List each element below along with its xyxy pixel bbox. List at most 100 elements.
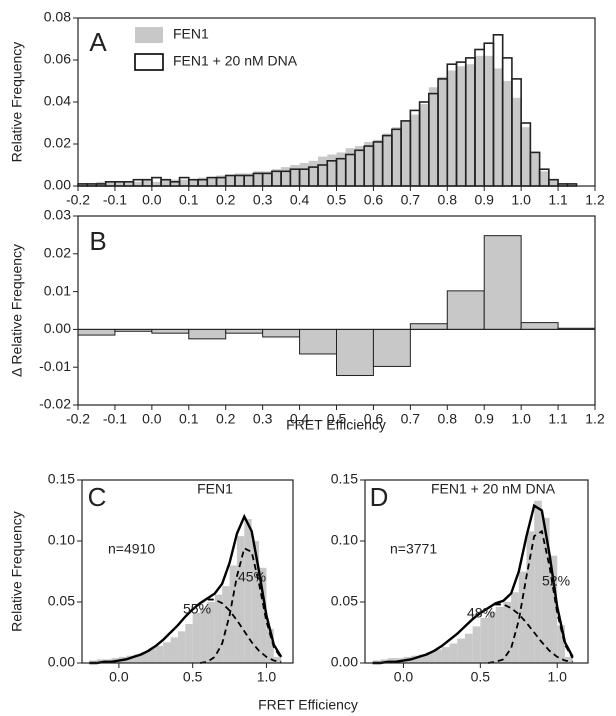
bar [354,146,365,186]
legend-label: FEN1 [173,26,209,42]
annotation: 55% [183,601,211,617]
bar [163,642,171,663]
bar [483,235,522,330]
bar [418,654,427,663]
plot-frame [81,479,294,664]
x-tick-label: 0.7 [401,192,421,208]
bar [262,171,272,186]
bar [177,631,186,663]
bar [446,290,485,330]
fit-line [89,598,282,664]
fit-line [199,547,282,664]
y-tick-label: 0.00 [44,177,71,193]
bar [308,160,319,186]
bar [488,611,496,663]
y-tick-label: 0.15 [48,471,75,487]
bar [148,648,156,663]
bar [567,183,577,186]
bar [539,171,549,186]
bar [251,541,260,663]
annotation: 45% [238,569,266,585]
fit-line [372,603,573,664]
bar [253,171,263,186]
panel-title: FEN1 [197,481,233,497]
annotation: 48% [467,605,495,621]
bar [225,328,264,334]
x-tick-label: 0.6 [364,192,384,208]
bar [299,162,309,186]
x-tick-label: 1.0 [257,669,277,685]
bar [151,181,162,186]
bar [409,323,448,330]
x-tick-label: 0.5 [327,192,347,208]
bar [401,120,411,186]
bar [266,628,274,663]
plot-frame [364,479,589,664]
y-tick-label: 0.05 [331,593,358,609]
bar [234,173,245,186]
bar [449,643,458,663]
bar [318,156,328,186]
bar [155,645,164,663]
bar [89,660,97,663]
x-tick-label: 1.0 [548,669,568,685]
bar [133,181,143,186]
bar [207,602,215,663]
y-tick-label: 0.03 [44,207,71,223]
legend-swatch [134,53,164,71]
y-axis-label: Relative Frequency [9,42,25,163]
bar [244,173,254,186]
bar [465,64,475,186]
bar [259,567,267,663]
bar [557,625,565,663]
bar [511,97,522,186]
y-axis-label: Δ Relative Frequency [9,244,25,377]
bar [464,633,473,663]
bar [410,114,420,186]
bar [434,649,442,663]
bar [457,638,465,663]
y-tick-label: 0.10 [331,532,358,548]
bar [426,652,435,663]
bar [503,602,512,663]
bar [222,586,230,663]
legend-label: FEN1 + 20 nM DNA [173,53,298,69]
x-tick-label: 0.2 [216,192,236,208]
bar [161,179,171,186]
annotation: n=4910 [108,541,155,557]
bar [495,606,504,663]
x-tick-label: 0.8 [438,411,458,427]
bar [170,179,180,186]
bar [96,659,105,663]
bar [534,500,542,663]
bar [438,76,448,186]
y-tick-label: 0.01 [44,282,71,298]
bar [345,148,355,186]
bar [441,647,450,663]
bar [526,531,535,663]
bar [273,656,282,663]
bar [216,175,226,186]
x-tick-label: 1.2 [585,411,605,427]
bar [564,656,573,663]
x-tick-label: 0.3 [253,192,273,208]
x-tick-label: 0.3 [253,411,273,427]
bar [214,594,223,663]
bar [391,127,402,186]
bar [511,592,519,663]
x-tick-label: 0.1 [179,192,199,208]
bar [419,104,429,186]
x-tick-label: 0.7 [401,411,421,427]
bar [124,181,134,186]
y-tick-label: 0.00 [44,320,71,336]
y-tick-label: 0.10 [48,532,75,548]
y-tick-label: 0.00 [48,654,75,670]
bar [77,328,116,336]
x-tick-label: 0.4 [290,411,310,427]
bar [170,637,178,663]
x-tick-label: 1.1 [548,192,568,208]
bar [262,328,301,338]
bar [188,179,199,186]
bar [474,55,485,186]
bar [290,165,300,186]
